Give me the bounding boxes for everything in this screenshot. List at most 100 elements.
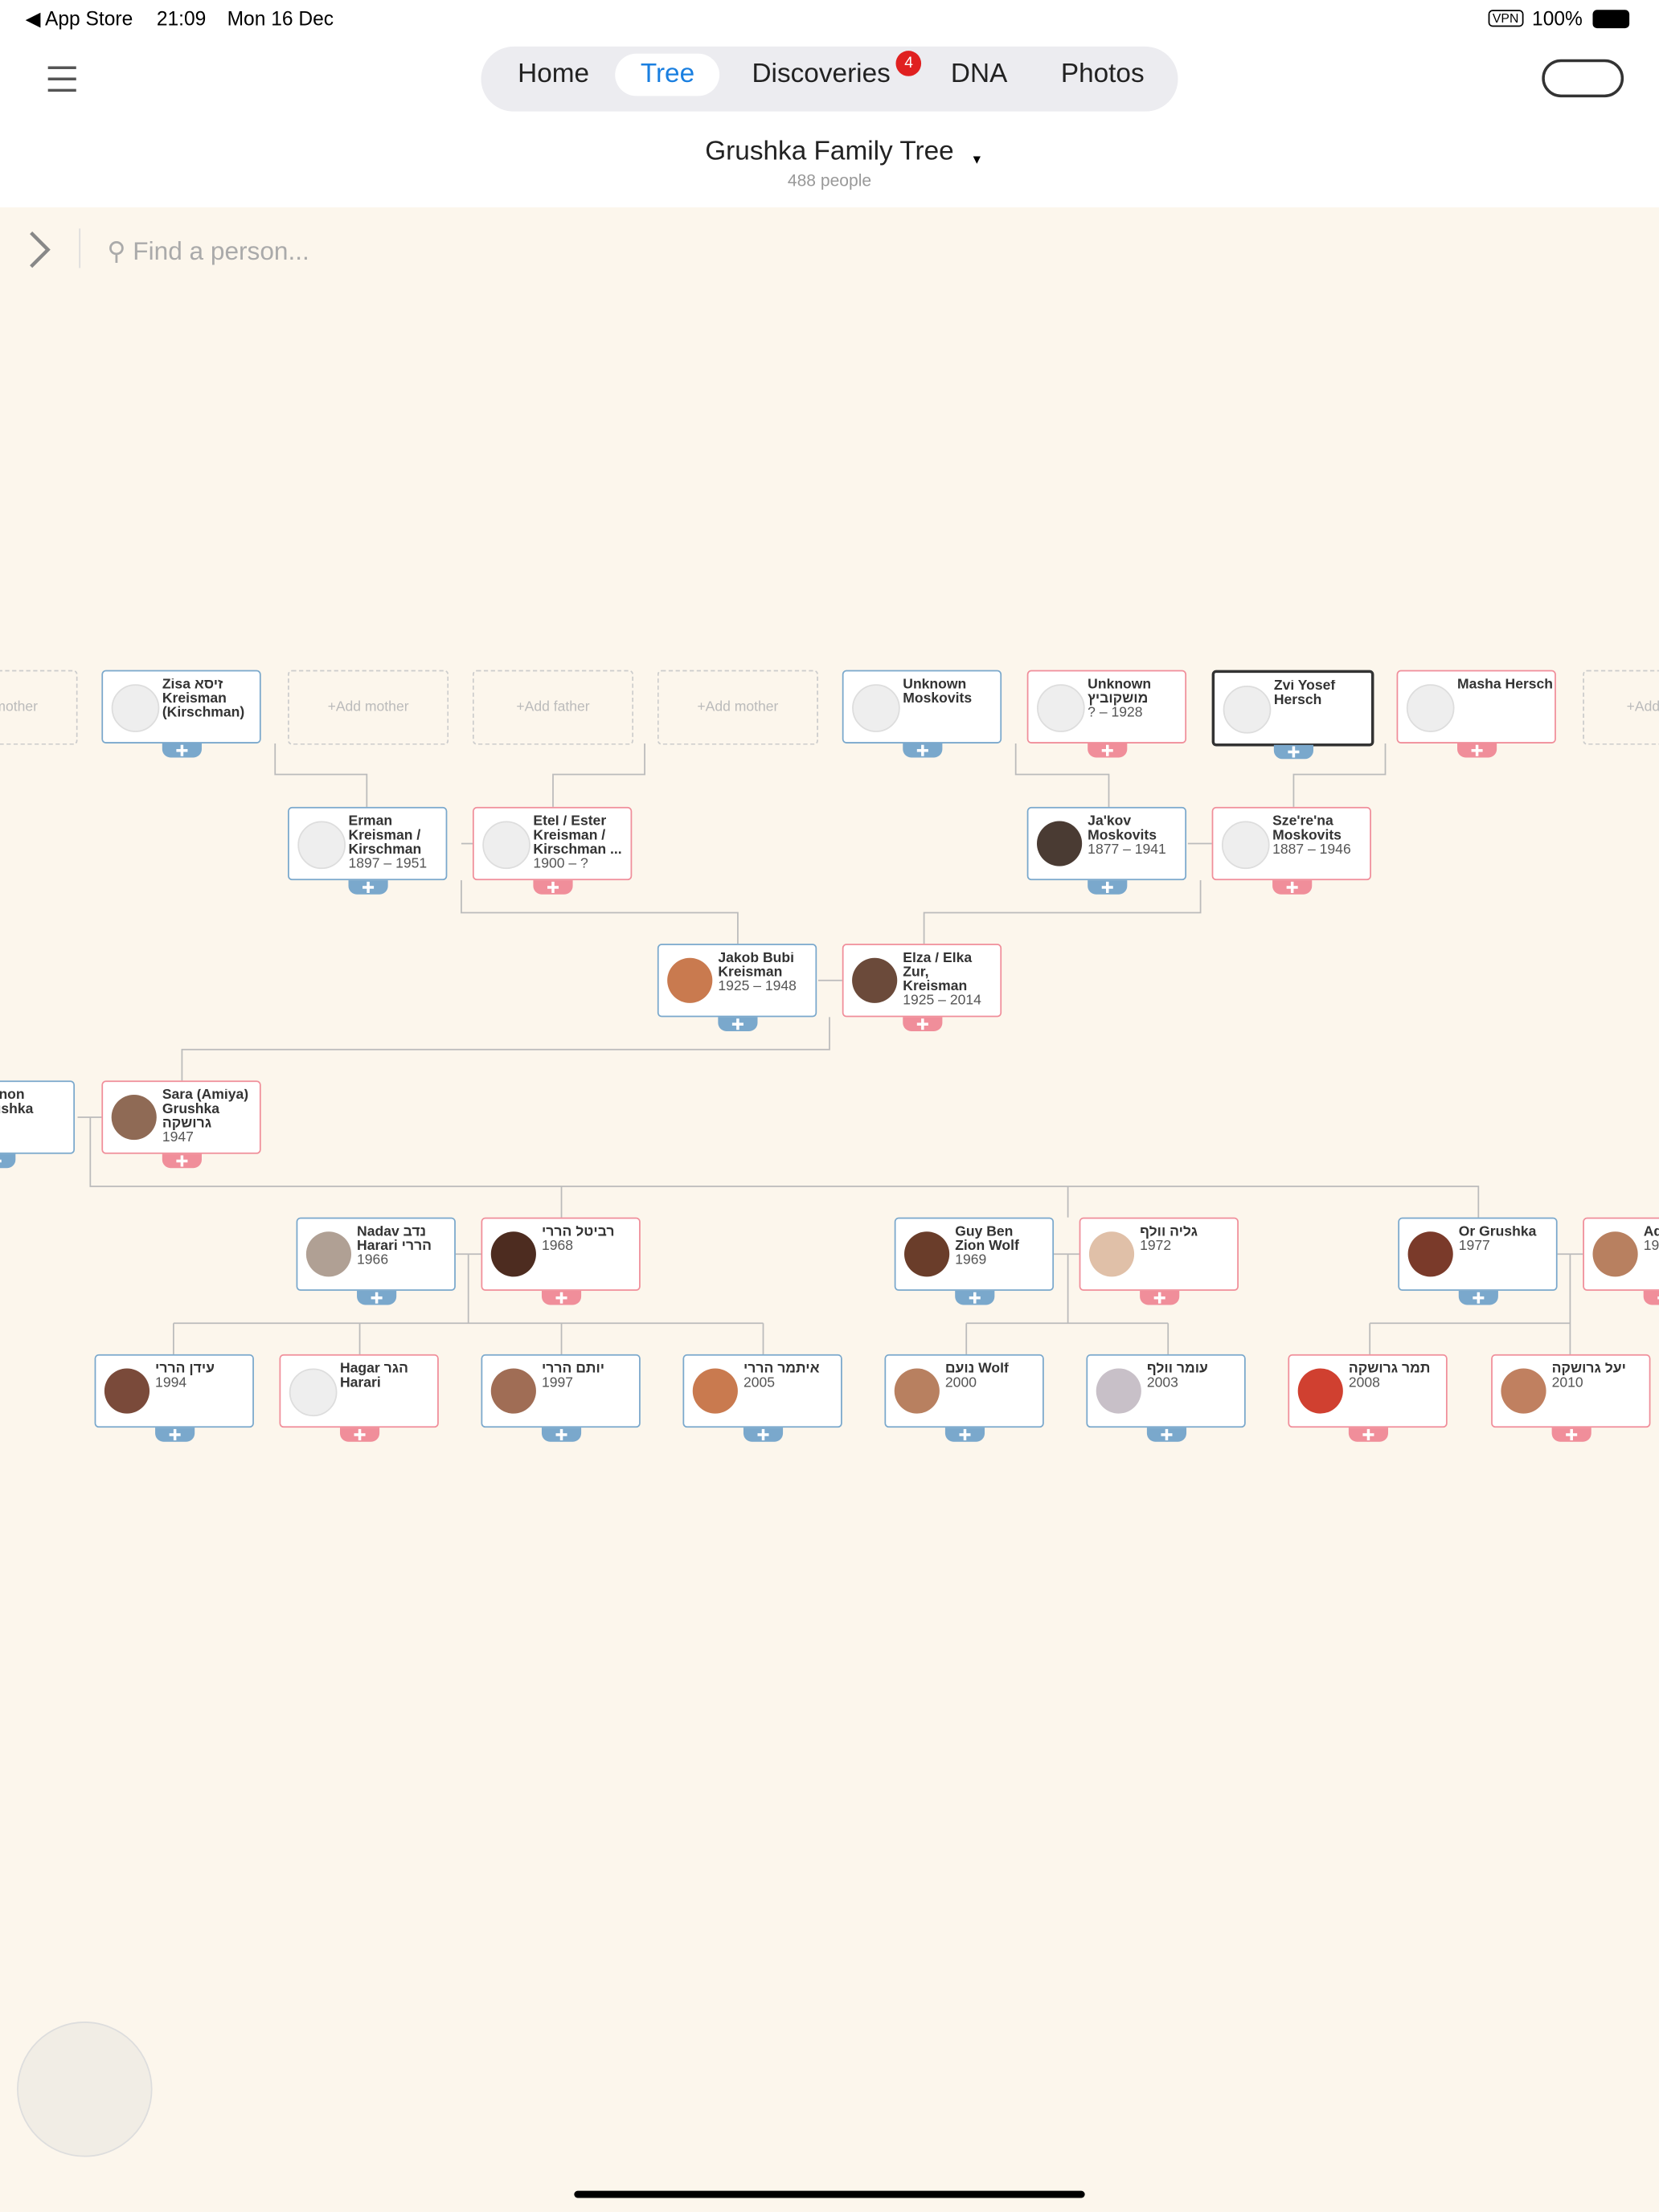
avatar [1096,1368,1141,1414]
expand-button[interactable] [903,1017,943,1031]
name-line: Moskovits [903,690,973,707]
person-card[interactable]: Zisa זיסא Kreisman (Kirschman) [101,670,261,758]
expand-button[interactable] [155,1428,195,1442]
person-card[interactable]: Unknown Moskovits [842,670,1002,758]
person-card[interactable]: Etel / Ester Kreisman / Kirschman ... 1900 … [472,806,633,895]
tab[interactable]: Tree [615,53,720,96]
expand-button[interactable] [357,1290,397,1305]
expand-button[interactable] [1273,744,1313,760]
person-dates: 2010 [1551,1375,1583,1391]
expand-button[interactable] [348,880,388,895]
person-card[interactable]: Sara (Amiya) Grushka גרושקה 1947 [101,1080,261,1169]
person-card[interactable]: Erman Kreisman / Kirschman 1897 – 1951 [288,806,448,895]
tree-dropdown[interactable]: ▼ [970,152,984,167]
search-placeholder[interactable]: Find a person... [133,236,309,265]
name-line: Nadav נדב [357,1226,427,1240]
connector [89,1117,1480,1218]
expand-button[interactable] [162,1153,202,1169]
expand-button[interactable] [541,1428,582,1442]
expand-button[interactable] [339,1428,380,1442]
expand-button[interactable] [533,880,573,895]
name-line: נועם Wolf [944,1362,1009,1377]
person-card[interactable]: Nadav נדב Harari הררי 1966 [296,1217,456,1305]
status-back[interactable]: ◀ App Store [25,6,133,30]
person-dates: 1994 [155,1375,187,1391]
person-card[interactable]: Hagar הגר Harari [279,1354,439,1442]
add-label[interactable]: +Add father [1626,699,1659,715]
tree-overview-button[interactable] [17,2022,153,2157]
expand-button[interactable] [1272,880,1313,895]
add-person-slot[interactable]: +Add mother [0,670,78,745]
tab[interactable]: DNA [950,59,1008,89]
avatar [297,821,346,870]
expand-button[interactable] [1458,1290,1498,1305]
expand-button[interactable] [743,1428,784,1442]
person-card[interactable]: Zvi Yosef Hersch [1211,670,1374,760]
person-card[interactable]: עידן הררי 1994 [94,1354,254,1442]
expand-button[interactable] [955,1290,995,1305]
add-person-slot[interactable]: +Add father [472,670,634,745]
add-label[interactable]: +Add mother [327,699,409,715]
person-card[interactable]: תמר גרושקה 2008 [1288,1354,1448,1442]
person-card[interactable]: Sze're'na Moskovits 1887 – 1946 [1211,806,1371,895]
menu-button[interactable] [47,65,78,93]
person-card[interactable]: Adi19 [1583,1217,1659,1305]
vpn: VPN [1488,10,1523,27]
name-line: Unknown [903,678,967,693]
tab[interactable]: Photos [1060,59,1145,89]
add-person-slot[interactable]: +Add mother [657,670,818,745]
tree-count: 488 people [787,170,872,190]
name-line: איתמר הררי [743,1362,820,1377]
expand-button[interactable] [1140,1290,1180,1305]
expand-button[interactable] [1457,743,1497,758]
add-label[interactable]: +Add mother [697,699,779,715]
person-card[interactable]: Ja'kov Moskovits 1877 – 1941 [1026,806,1187,895]
back-app[interactable]: App Store [44,6,133,30]
person-card[interactable]: Elza / Elka Zur, Kreisman 1925 – 2014 [842,944,1002,1031]
expand-button[interactable] [903,743,943,758]
add-person-slot[interactable]: +Add mother [288,670,449,745]
name-line: Erman [348,815,393,830]
expand-button[interactable] [0,1153,16,1169]
expand-button[interactable] [1088,880,1128,895]
avatar [1088,1231,1135,1277]
person-card[interactable]: נועם Wolf 2000 [884,1354,1044,1442]
person-card[interactable]: רביטל הררי 1968 [481,1217,641,1305]
tree-title[interactable]: Grushka Family Tree [705,137,954,167]
add-label[interactable]: +Add mother [0,699,38,715]
tab[interactable]: Discoveries 4 [727,51,922,96]
expand-button[interactable] [1088,743,1128,758]
time: 21:09 [156,6,207,30]
person-card[interactable]: Jakob Bubi Kreisman 1925 – 1948 [657,944,817,1031]
add-person-slot[interactable]: +Add father [1583,670,1659,745]
person-card[interactable]: Or Grushka 1977 [1398,1217,1558,1305]
person-card[interactable]: Guy Ben Zion Wolf 1969 [894,1217,1055,1305]
add-label[interactable]: +Add father [516,699,590,715]
battery-icon [1592,10,1630,29]
person-card[interactable]: איתמר הררי 2005 [682,1354,842,1442]
expand-button[interactable] [1643,1290,1659,1305]
expand-button[interactable] [718,1017,758,1031]
sidebar-toggle[interactable] [26,228,59,271]
person-card[interactable]: יותם הררי 1997 [481,1354,641,1442]
expand-button[interactable] [541,1290,582,1305]
search-box[interactable]: ⚲ Find a person... [107,236,309,265]
home-indicator [574,2190,1085,2198]
person-dates: 19 [1643,1238,1659,1255]
person-card[interactable]: יעל גרושקה 2010 [1491,1354,1651,1442]
person-card[interactable]: גליה וולף 1972 [1079,1217,1239,1305]
person-card[interactable]: Masha Hersch [1396,670,1556,758]
person-card[interactable]: Unknown מושקוביץ? – 1928 [1026,670,1187,758]
expand-button[interactable] [1348,1428,1389,1442]
expand-button[interactable] [1551,1428,1591,1442]
person-dates: 1887 – 1946 [1272,842,1351,858]
tab[interactable]: Home [518,59,590,89]
connector [923,880,1202,944]
expand-button[interactable] [162,743,202,758]
view-switch[interactable] [1542,59,1624,98]
expand-button[interactable] [944,1428,985,1442]
expand-button[interactable] [1146,1428,1187,1442]
person-card[interactable]: עומר וולף 2003 [1086,1354,1246,1442]
person-card[interactable]: AmnonGrushka1 [0,1080,76,1169]
